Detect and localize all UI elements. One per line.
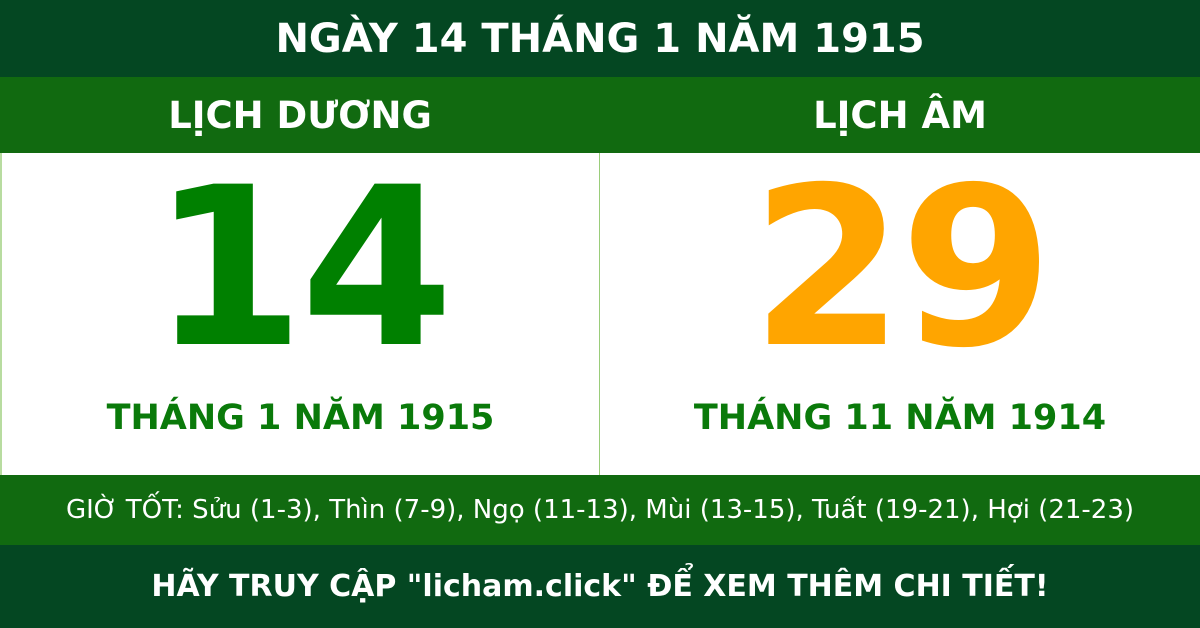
solar-column: 14 THÁNG 1 NĂM 1915	[0, 153, 600, 475]
solar-month-year: THÁNG 1 NĂM 1915	[106, 398, 495, 438]
solar-header: LỊCH DƯƠNG	[168, 93, 432, 137]
title-text: NGÀY 14 THÁNG 1 NĂM 1915	[275, 15, 925, 62]
solar-day: 14	[151, 140, 453, 396]
cta-text: HÃY TRUY CẬP "licham.click" ĐỂ XEM THÊM …	[151, 569, 1049, 604]
good-hours-text: GIỜ TỐT: Sửu (1-3), Thìn (7-9), Ngọ (11-…	[65, 495, 1135, 525]
page-title: NGÀY 14 THÁNG 1 NĂM 1915	[0, 0, 1200, 77]
lunar-day: 29	[750, 140, 1053, 396]
lunar-column: 29 THÁNG 11 NĂM 1914	[600, 153, 1200, 475]
lunar-month-year: THÁNG 11 NĂM 1914	[693, 398, 1107, 438]
lunar-header: LỊCH ÂM	[813, 93, 987, 137]
calendar-body: 14 THÁNG 1 NĂM 1915 29 THÁNG 11 NĂM 1914	[0, 153, 1200, 475]
calendar-headers: LỊCH DƯƠNG LỊCH ÂM	[0, 77, 1200, 153]
good-hours: GIỜ TỐT: Sửu (1-3), Thìn (7-9), Ngọ (11-…	[0, 475, 1200, 545]
footer-cta: HÃY TRUY CẬP "licham.click" ĐỂ XEM THÊM …	[0, 545, 1200, 628]
